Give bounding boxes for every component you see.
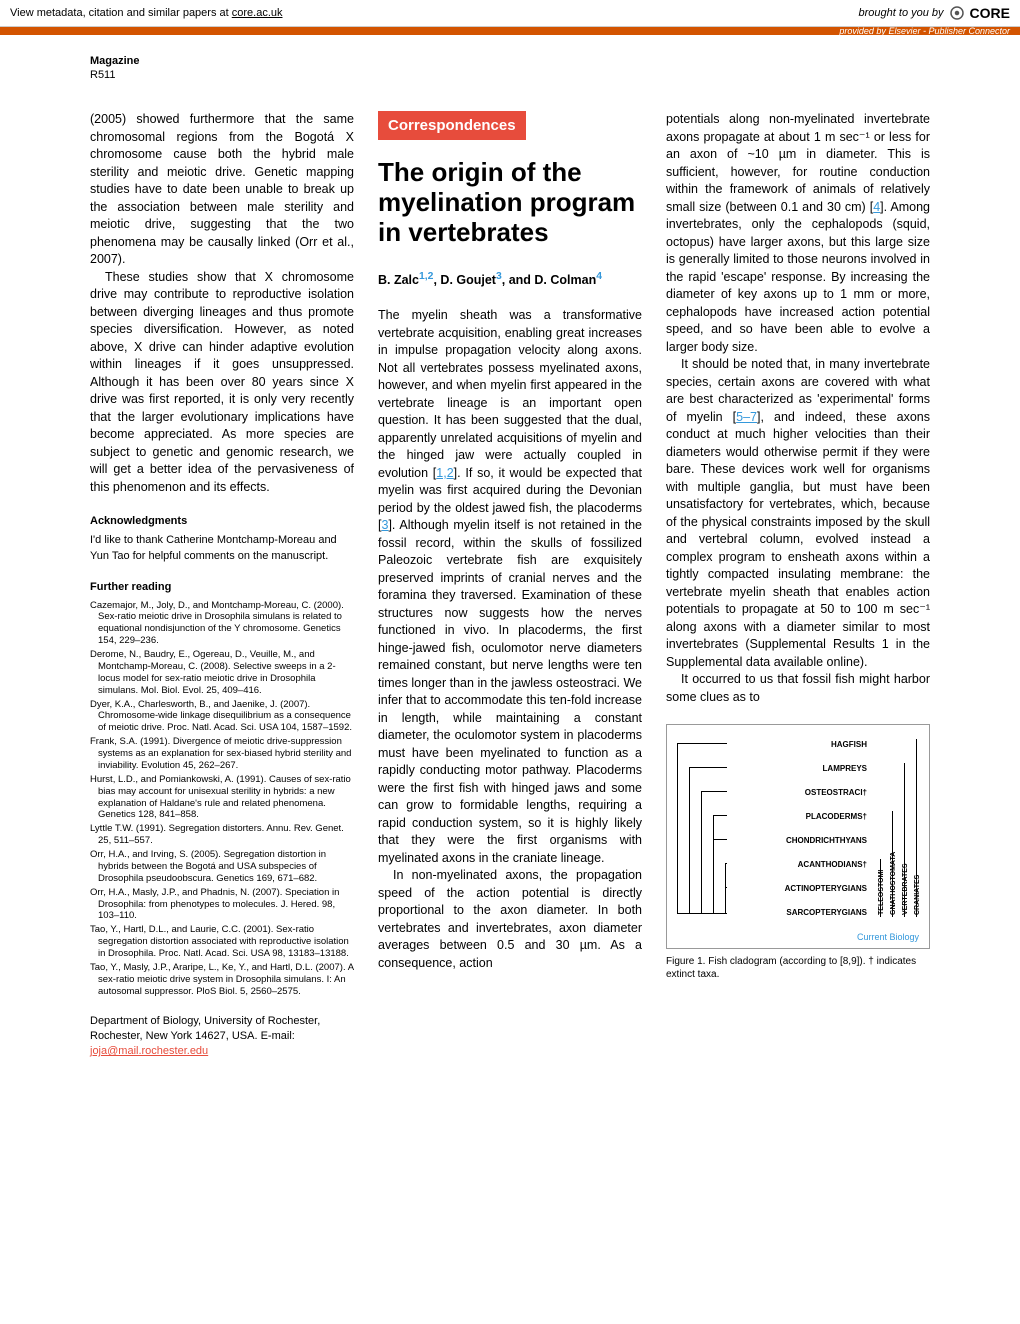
column-3: potentials along non-myelinated inverteb…	[666, 111, 930, 1060]
taxon-osteostraci: OSTEOSTRACI†	[805, 787, 867, 798]
further-reading-heading: Further reading	[90, 580, 354, 595]
ref-item: Derome, N., Baudry, E., Ogereau, D., Veu…	[98, 649, 354, 697]
top-banner: View metadata, citation and similar pape…	[0, 0, 1020, 27]
provider-link[interactable]: Elsevier - Publisher Connector	[888, 26, 1010, 36]
section-label: Correspondences	[378, 111, 526, 140]
ref-item: Tao, Y., Masly, J.P., Araripe, L., Ke, Y…	[98, 962, 354, 998]
department-info: Department of Biology, University of Roc…	[90, 1014, 354, 1060]
figure-caption: Figure 1. Fish cladogram (according to […	[666, 955, 930, 981]
col2-para2: In non-myelinated axons, the propagation…	[378, 867, 642, 972]
col1-para1: (2005) showed furthermore that the same …	[90, 111, 354, 269]
col3-para1: potentials along non-myelinated inverteb…	[666, 111, 930, 356]
group-vertebrates: VERTEBRATES	[901, 775, 911, 915]
figure-1: HAGFISH LAMPREYS OSTEOSTRACI† PLACODERMS…	[666, 724, 930, 981]
page-number: R511	[90, 69, 930, 81]
brought-by-text: brought to you by	[859, 7, 944, 19]
taxon-placoderms: PLACODERMS†	[806, 811, 867, 822]
group-craniates: CRANIATES	[913, 755, 923, 915]
ref-item: Cazemajor, M., Joly, D., and Montchamp-M…	[98, 600, 354, 648]
ref-item: Tao, Y., Hartl, D.L., and Laurie, C.C. (…	[98, 924, 354, 960]
core-brand: CORE	[970, 5, 1010, 21]
provided-by-label: provided by	[839, 26, 888, 36]
cladogram-diagram: HAGFISH LAMPREYS OSTEOSTRACI† PLACODERMS…	[666, 724, 930, 949]
acknowledgments-heading: Acknowledgments	[90, 514, 354, 529]
provider-text: provided by Elsevier - Publisher Connect…	[839, 26, 1010, 36]
core-link[interactable]: core.ac.uk	[232, 7, 283, 19]
ref-item: Lyttle T.W. (1991). Segregation distorte…	[98, 823, 354, 847]
figure-brand: Current Biology	[851, 929, 925, 946]
column-1: (2005) showed furthermore that the same …	[90, 111, 354, 1060]
ref-item: Hurst, L.D., and Pomiankowski, A. (1991)…	[98, 774, 354, 822]
acknowledgments-text: I'd like to thank Catherine Montchamp-Mo…	[90, 533, 354, 564]
metadata-text: View metadata, citation and similar pape…	[10, 7, 283, 19]
ref-item: Orr, H.A., and Irving, S. (2005). Segreg…	[98, 849, 354, 885]
article-title: The origin of the myelination program in…	[378, 158, 642, 248]
taxon-hagfish: HAGFISH	[831, 739, 867, 750]
reference-list: Cazemajor, M., Joly, D., and Montchamp-M…	[90, 600, 354, 998]
ref-link-12[interactable]: 1,2	[436, 466, 453, 480]
dept-text: Department of Biology, University of Roc…	[90, 1015, 320, 1042]
ref-item: Frank, S.A. (1991). Divergence of meioti…	[98, 736, 354, 772]
group-teleostomi: TELEOSTOMI	[877, 865, 887, 915]
col2-para1: The myelin sheath was a transformative v…	[378, 307, 642, 867]
col3-para2: It should be noted that, in many inverte…	[666, 356, 930, 671]
group-gnathostomata: GNATHOSTOMATA	[889, 815, 899, 915]
col1-para2: These studies show that X chromosome dri…	[90, 269, 354, 497]
ref-link-57[interactable]: 5–7	[736, 410, 757, 424]
col3-para3: It occurred to us that fossil fish might…	[666, 671, 930, 706]
taxon-chondrichthyans: CHONDRICHTHYANS	[786, 835, 867, 846]
email-link[interactable]: joja@mail.rochester.edu	[90, 1045, 208, 1057]
taxon-sarcopterygians: SARCOPTERYGIANS	[786, 907, 867, 918]
column-2: Correspondences The origin of the myelin…	[378, 111, 642, 1060]
taxon-actinopterygians: ACTINOPTERYGIANS	[785, 883, 867, 894]
taxon-acanthodians: ACANTHODIANS†	[798, 859, 867, 870]
orange-bar: provided by Elsevier - Publisher Connect…	[0, 27, 1020, 35]
page-content: Magazine R511 (2005) showed furthermore …	[0, 35, 1020, 1080]
metadata-prefix: View metadata, citation and similar pape…	[10, 7, 232, 19]
taxon-lampreys: LAMPREYS	[823, 763, 867, 774]
ref-item: Dyer, K.A., Charlesworth, B., and Jaenik…	[98, 699, 354, 735]
three-column-layout: (2005) showed furthermore that the same …	[90, 111, 930, 1060]
core-icon	[948, 4, 966, 22]
core-logo-area: brought to you by CORE	[859, 4, 1010, 22]
magazine-label: Magazine	[90, 55, 930, 67]
authors: B. Zalc1,2, D. Goujet3, and D. Colman4	[378, 270, 642, 290]
ref-item: Orr, H.A., Masly, J.P., and Phadnis, N. …	[98, 887, 354, 923]
